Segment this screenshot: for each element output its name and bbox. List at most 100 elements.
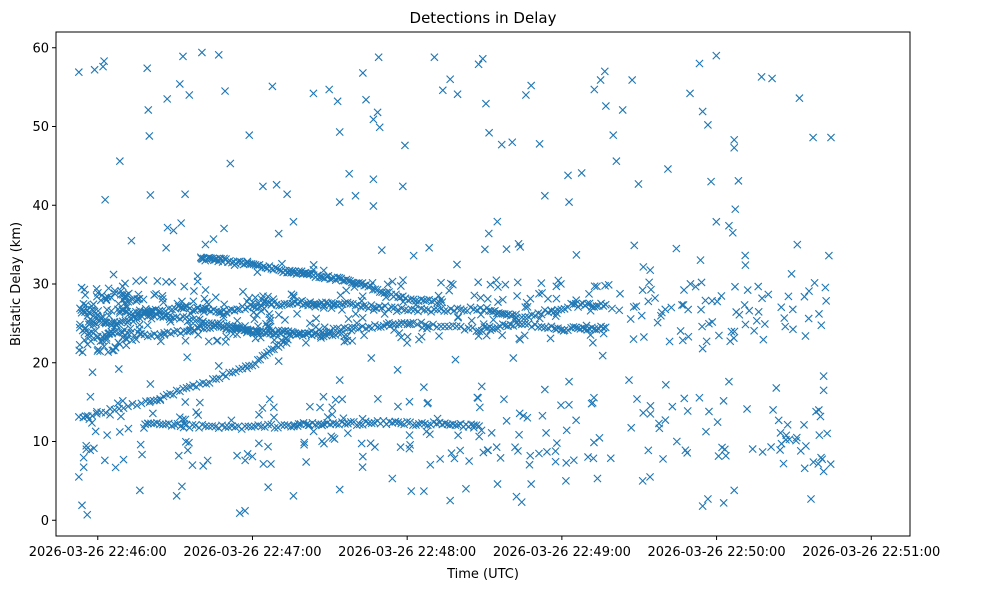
data-point xyxy=(163,94,172,103)
data-point xyxy=(502,245,511,254)
data-point xyxy=(77,283,86,292)
data-point xyxy=(369,175,378,184)
data-point xyxy=(302,457,311,466)
data-point xyxy=(145,131,154,140)
y-tick-label: 10 xyxy=(32,435,49,450)
data-point xyxy=(177,219,186,228)
data-point xyxy=(358,322,367,331)
data-point xyxy=(793,240,802,249)
data-point xyxy=(78,501,86,510)
data-point xyxy=(679,286,688,295)
data-point xyxy=(476,310,485,319)
data-point xyxy=(155,306,164,315)
data-point xyxy=(721,451,730,460)
data-point xyxy=(730,327,739,336)
data-point xyxy=(538,411,547,420)
data-point xyxy=(804,314,813,323)
data-point xyxy=(698,322,707,331)
data-point xyxy=(513,278,522,287)
data-point xyxy=(492,276,501,285)
data-point xyxy=(283,190,292,199)
data-point xyxy=(720,445,729,454)
data-point xyxy=(788,325,797,334)
data-point xyxy=(209,235,218,244)
data-point xyxy=(513,291,522,300)
data-point xyxy=(358,414,367,423)
data-point xyxy=(241,506,250,515)
data-point xyxy=(280,315,289,324)
data-point xyxy=(92,284,101,293)
data-point xyxy=(513,446,522,455)
data-point xyxy=(181,190,190,199)
data-point xyxy=(110,286,119,295)
data-point xyxy=(595,433,604,442)
data-point xyxy=(173,326,182,335)
data-point xyxy=(598,351,607,360)
data-point xyxy=(417,419,426,427)
data-point xyxy=(434,291,443,300)
data-point xyxy=(712,51,721,60)
data-point xyxy=(311,302,320,311)
data-point xyxy=(483,294,492,303)
data-point xyxy=(695,393,704,402)
data-point xyxy=(646,266,655,275)
data-point xyxy=(293,309,302,318)
data-point xyxy=(263,322,272,331)
data-point xyxy=(424,398,433,407)
data-point xyxy=(540,385,549,394)
data-point xyxy=(337,305,346,314)
data-point xyxy=(731,205,740,214)
data-point xyxy=(400,305,409,314)
data-point xyxy=(318,437,327,446)
data-point xyxy=(162,277,171,286)
data-point xyxy=(221,423,230,432)
data-point xyxy=(100,342,109,351)
data-point xyxy=(114,299,123,308)
data-point xyxy=(398,182,407,191)
data-point xyxy=(589,438,598,447)
data-point xyxy=(809,133,818,142)
data-point xyxy=(335,128,344,137)
data-point xyxy=(225,321,234,330)
data-point xyxy=(121,279,130,288)
data-point xyxy=(433,305,442,314)
data-point xyxy=(758,447,767,456)
data-point xyxy=(587,399,596,408)
data-point xyxy=(111,463,120,472)
data-point xyxy=(569,456,578,465)
data-point xyxy=(522,298,531,307)
data-point xyxy=(309,89,318,98)
data-point xyxy=(454,421,463,430)
data-point xyxy=(146,380,155,389)
data-point xyxy=(86,337,95,346)
data-point xyxy=(143,321,152,330)
data-point xyxy=(138,450,147,459)
data-point xyxy=(92,407,101,416)
data-point xyxy=(173,299,182,308)
data-point xyxy=(360,331,369,340)
data-point xyxy=(294,420,303,428)
data-point xyxy=(517,313,526,322)
data-point xyxy=(480,245,489,254)
data-point xyxy=(265,395,274,404)
data-point xyxy=(305,402,314,411)
data-point xyxy=(267,300,276,309)
data-point xyxy=(719,498,728,507)
data-point xyxy=(592,302,601,311)
data-point xyxy=(638,286,647,295)
data-point xyxy=(274,229,283,238)
data-point xyxy=(708,318,717,327)
data-point xyxy=(698,107,707,116)
data-point xyxy=(638,476,647,485)
data-point xyxy=(651,294,660,303)
data-point xyxy=(241,456,250,465)
data-point xyxy=(521,319,530,328)
data-point xyxy=(493,298,502,307)
data-point xyxy=(482,331,491,340)
data-point xyxy=(440,419,449,428)
data-point xyxy=(289,328,298,337)
x-tick-label: 2026-03-26 22:49:00 xyxy=(493,545,631,560)
data-point xyxy=(523,413,532,422)
data-point xyxy=(126,324,135,333)
data-point xyxy=(181,398,190,407)
